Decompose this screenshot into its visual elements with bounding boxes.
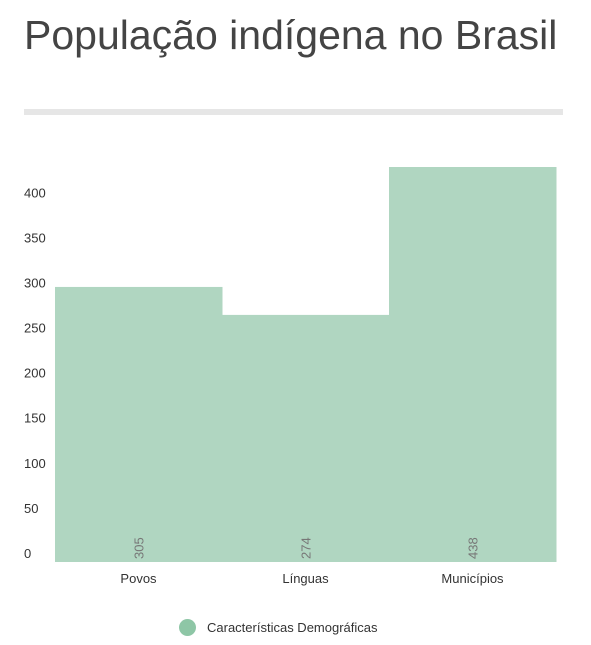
title-divider — [24, 109, 563, 115]
bar-value-label: 305 — [132, 537, 147, 559]
bars — [55, 167, 557, 562]
x-axis: Povos Línguas Municípios — [120, 571, 504, 586]
legend[interactable]: Características Demográficas — [179, 618, 378, 636]
bar-value-label: 438 — [466, 537, 481, 559]
bar-value-label: 274 — [299, 537, 314, 559]
y-tick-label: 0 — [24, 546, 31, 561]
x-tick-label: Povos — [120, 571, 157, 586]
bar[interactable] — [222, 314, 390, 562]
y-tick-label: 300 — [24, 275, 46, 290]
legend-swatch — [179, 618, 196, 636]
y-tick-label: 100 — [24, 456, 46, 471]
value-labels: 305 274 438 — [132, 537, 481, 559]
y-tick-label: 50 — [24, 501, 38, 516]
x-tick-label: Municípios — [441, 571, 504, 586]
y-axis: 0 50 100 150 200 250 300 350 400 — [24, 185, 46, 561]
bar[interactable] — [55, 286, 223, 562]
y-tick-label: 250 — [24, 321, 46, 336]
y-tick-label: 400 — [24, 185, 46, 200]
y-tick-label: 150 — [24, 411, 46, 426]
x-tick-label: Línguas — [282, 571, 329, 586]
y-tick-label: 350 — [24, 230, 46, 245]
bar[interactable] — [389, 167, 557, 562]
y-tick-label: 200 — [24, 366, 46, 381]
chart-title: População indígena no Brasil — [24, 12, 558, 58]
legend-label: Características Demográficas — [207, 619, 378, 635]
